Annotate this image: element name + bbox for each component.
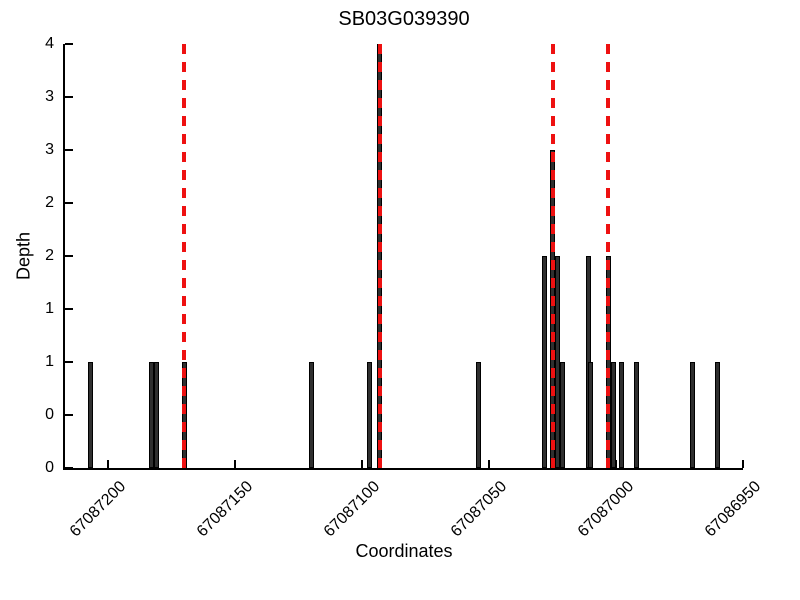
y-axis-tick: [65, 361, 73, 363]
y-axis-tick-label: 0: [45, 406, 54, 423]
x-axis-tick-label: 67087000: [574, 478, 638, 541]
x-axis-tick: [361, 460, 364, 468]
y-axis-tick: [65, 149, 73, 151]
depth-bar: [153, 362, 159, 468]
y-axis-tick-label: 3: [45, 88, 54, 105]
x-axis-tick: [234, 460, 237, 468]
chart-title: SB03G039390: [338, 8, 470, 30]
depth-bar: [308, 362, 314, 468]
y-axis-tick-label: 3: [45, 141, 54, 158]
depth-bar: [715, 362, 721, 468]
y-axis-spine: [63, 44, 65, 470]
x-axis-tick-label: 67087200: [66, 478, 130, 541]
y-axis-tick: [65, 308, 73, 310]
depth-bar: [610, 362, 616, 468]
y-axis-tick-label: 1: [45, 353, 54, 370]
y-axis-tick: [65, 467, 73, 469]
depth-bar: [555, 256, 561, 468]
x-axis-tick: [742, 460, 744, 468]
x-axis-tick-label: 67086950: [701, 478, 765, 541]
marker-line: [550, 44, 555, 468]
x-axis-tick: [488, 460, 491, 468]
y-axis-tick-label: 4: [45, 35, 54, 52]
depth-bar: [367, 362, 373, 468]
depth-bar: [560, 362, 566, 468]
x-axis-tick-label: 67087050: [447, 478, 511, 541]
y-axis-tick: [65, 202, 73, 204]
depth-bar: [476, 362, 482, 468]
depth-bar: [588, 362, 594, 468]
y-axis-tick-label: 2: [45, 194, 54, 211]
y-axis-tick: [65, 414, 73, 416]
depth-bar: [148, 362, 154, 468]
x-axis-tick-label: 67087100: [320, 478, 384, 541]
depth-bar: [618, 362, 624, 468]
x-axis-tick: [107, 460, 110, 468]
y-axis-tick-label: 1: [45, 300, 54, 317]
y-axis-tick: [65, 43, 73, 45]
marker-line: [606, 44, 611, 468]
y-axis-tick-label: 0: [45, 459, 54, 476]
x-axis-label: Coordinates: [355, 541, 453, 561]
y-axis-tick: [65, 255, 73, 257]
marker-line: [377, 44, 382, 468]
depth-bar: [633, 362, 639, 468]
depth-bar: [87, 362, 93, 468]
y-axis-tick: [65, 96, 73, 98]
depth-bar: [689, 362, 695, 468]
x-axis-spine: [63, 468, 743, 470]
x-axis-tick-label: 67087150: [193, 478, 257, 541]
y-axis-tick-label: 2: [45, 247, 54, 264]
marker-line: [182, 44, 187, 468]
x-axis-tick: [615, 460, 618, 468]
plot-area: [63, 43, 744, 470]
depth-bar: [542, 256, 548, 468]
